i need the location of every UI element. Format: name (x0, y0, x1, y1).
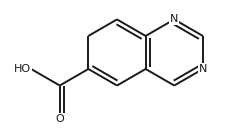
Text: O: O (55, 114, 64, 124)
Text: N: N (199, 64, 207, 74)
Text: HO: HO (14, 64, 31, 74)
Text: N: N (170, 14, 179, 24)
